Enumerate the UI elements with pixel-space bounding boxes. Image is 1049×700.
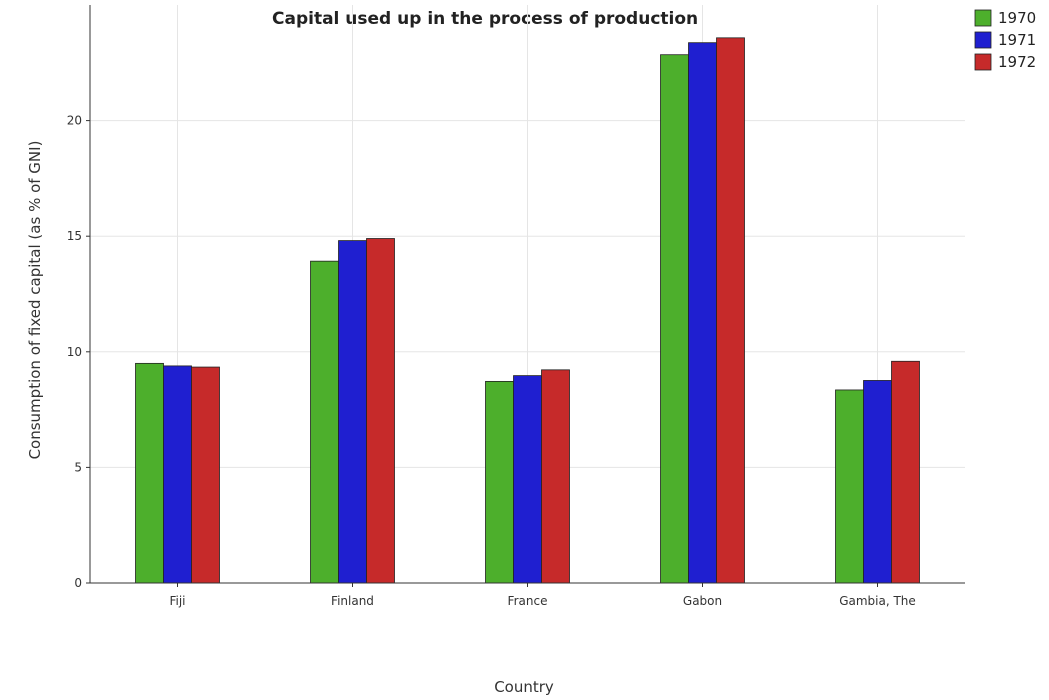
bar-finland-1972 (366, 238, 395, 584)
legend-label: 1970 (998, 9, 1036, 27)
x-tick-label: France (508, 594, 548, 608)
legend-swatch (974, 9, 992, 27)
y-tick-label: 5 (74, 460, 82, 474)
y-tick-label: 20 (67, 114, 82, 128)
bar-gabon-1970 (660, 54, 689, 584)
y-tick-label: 10 (67, 345, 82, 359)
x-tick-label: Fiji (169, 594, 185, 608)
bar-france-1971 (513, 375, 542, 584)
x-axis-label: Country (494, 678, 554, 696)
bar-gabon-1972 (716, 37, 745, 584)
legend-swatch (974, 31, 992, 49)
legend: 1970 1971 1972 (974, 9, 1036, 71)
x-tick-label: Finland (331, 594, 374, 608)
y-tick-label: 0 (74, 576, 82, 590)
x-tick-label: Gabon (683, 594, 722, 608)
bar-finland-1970 (310, 260, 339, 584)
x-tick-label: Gambia, The (839, 594, 916, 608)
bar-gabon-1971 (688, 42, 717, 584)
y-axis-label: Consumption of fixed capital (as % of GN… (26, 141, 44, 460)
axes (86, 5, 965, 587)
bar-finland-1971 (338, 240, 367, 584)
y-tick-label: 15 (67, 229, 82, 243)
bar-gambia-the-1970 (835, 389, 864, 584)
bar-gambia-the-1972 (891, 360, 920, 584)
legend-swatch (974, 53, 992, 71)
bar-gambia-the-1971 (863, 380, 892, 584)
bar-fiji-1971 (163, 365, 192, 584)
bar-france-1970 (485, 380, 514, 584)
bar-france-1972 (541, 369, 570, 584)
chart-title: Capital used up in the process of produc… (272, 9, 698, 29)
tick-labels: 0 5 10 15 20 Fiji Finland France Gabon Gambia, Th… (67, 114, 916, 608)
bar-fiji-1972 (191, 366, 220, 584)
bar-fiji-1970 (135, 362, 164, 584)
legend-label: 1971 (998, 31, 1036, 49)
legend-label: 1972 (998, 53, 1036, 71)
